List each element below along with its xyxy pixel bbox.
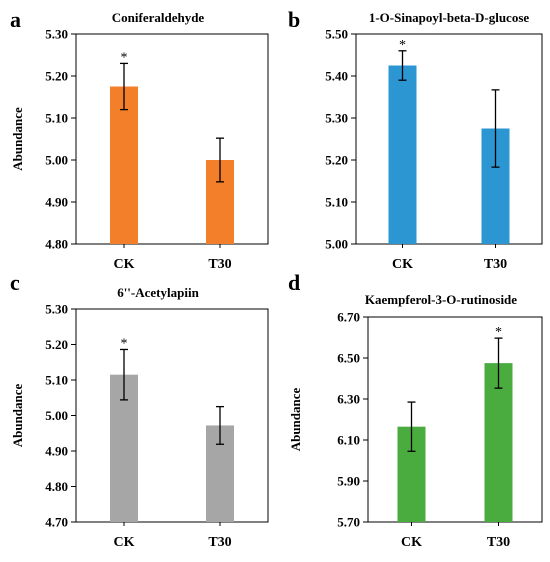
y-tick-label: 6.10 bbox=[337, 433, 360, 448]
chart-panel-c: c 6''-Acetylapiin Abundance 4.70 4.80 4.90 5.0… bbox=[10, 270, 269, 550]
bar-ck bbox=[388, 65, 417, 244]
chart-title: Kaempferol-3-O-rutinoside bbox=[365, 292, 517, 307]
plot-frame bbox=[367, 316, 543, 523]
chart-title: 6''-Acetylapiin bbox=[117, 285, 199, 300]
y-tick-label: 4.90 bbox=[45, 195, 68, 210]
bar-ck bbox=[110, 86, 138, 244]
y-tick-label: 5.00 bbox=[45, 408, 68, 423]
y-tick-label: 6.70 bbox=[337, 310, 360, 325]
chart-panel-d: d Kaempferol-3-O-rutinoside Abundance 5.70 5… bbox=[288, 270, 543, 550]
y-tick-label: 6.30 bbox=[337, 392, 360, 407]
y-tick-label: 5.40 bbox=[325, 69, 348, 84]
chart-panel-b: b 1-O-Sinapoyl-beta-D-glucose 5.00 5.10 5.20… bbox=[288, 7, 543, 272]
y-tick-label: 5.10 bbox=[325, 195, 348, 210]
y-tick-label: 4.90 bbox=[45, 444, 68, 459]
chart-title: Coniferaldehyde bbox=[112, 10, 205, 25]
panel-letter: d bbox=[288, 270, 300, 295]
y-axis-label: Abundance bbox=[288, 387, 303, 451]
x-tick-label: T30 bbox=[208, 257, 231, 272]
significance-star: * bbox=[399, 38, 406, 53]
panel-letter: a bbox=[10, 7, 21, 32]
y-tick-label: 5.70 bbox=[337, 515, 360, 530]
x-tick-label: CK bbox=[114, 535, 135, 550]
panel-letter: b bbox=[288, 7, 300, 32]
y-tick-label: 4.80 bbox=[45, 237, 68, 252]
y-tick-label: 5.10 bbox=[45, 373, 68, 388]
chart-title: 1-O-Sinapoyl-beta-D-glucose bbox=[369, 10, 530, 25]
y-tick-label: 5.20 bbox=[45, 337, 68, 352]
y-tick-label: 5.20 bbox=[325, 153, 348, 168]
y-axis-label: Abundance bbox=[10, 383, 25, 447]
y-tick-label: 5.30 bbox=[325, 111, 348, 126]
y-tick-label: 5.50 bbox=[325, 27, 348, 42]
bar-t30 bbox=[484, 363, 513, 522]
y-tick-label: 5.00 bbox=[45, 153, 68, 168]
y-tick-label: 5.30 bbox=[45, 302, 68, 317]
y-tick-label: 5.30 bbox=[45, 27, 68, 42]
plot-frame bbox=[355, 33, 543, 245]
significance-star: * bbox=[121, 336, 128, 351]
significance-star: * bbox=[121, 50, 128, 65]
y-tick-label: 5.90 bbox=[337, 474, 360, 489]
x-tick-label: T30 bbox=[484, 257, 507, 272]
y-axis-label: Abundance bbox=[10, 107, 25, 171]
significance-star: * bbox=[495, 325, 502, 340]
panel-letter: c bbox=[10, 270, 20, 295]
y-tick-label: 5.20 bbox=[45, 69, 68, 84]
y-tick-label: 6.50 bbox=[337, 351, 360, 366]
x-tick-label: CK bbox=[401, 535, 422, 550]
chart-panel-a: a Coniferaldehyde Abundance 4.80 4.90 5.00 5.1… bbox=[10, 7, 269, 272]
x-tick-label: CK bbox=[392, 257, 413, 272]
x-tick-label: T30 bbox=[208, 535, 231, 550]
y-tick-label: 5.00 bbox=[325, 237, 348, 252]
plot-frame bbox=[75, 33, 269, 245]
y-tick-label: 4.70 bbox=[45, 515, 68, 530]
y-tick-label: 4.80 bbox=[45, 479, 68, 494]
plot-frame bbox=[75, 308, 269, 523]
x-tick-label: T30 bbox=[487, 535, 510, 550]
y-tick-label: 5.10 bbox=[45, 111, 68, 126]
x-tick-label: CK bbox=[114, 257, 135, 272]
